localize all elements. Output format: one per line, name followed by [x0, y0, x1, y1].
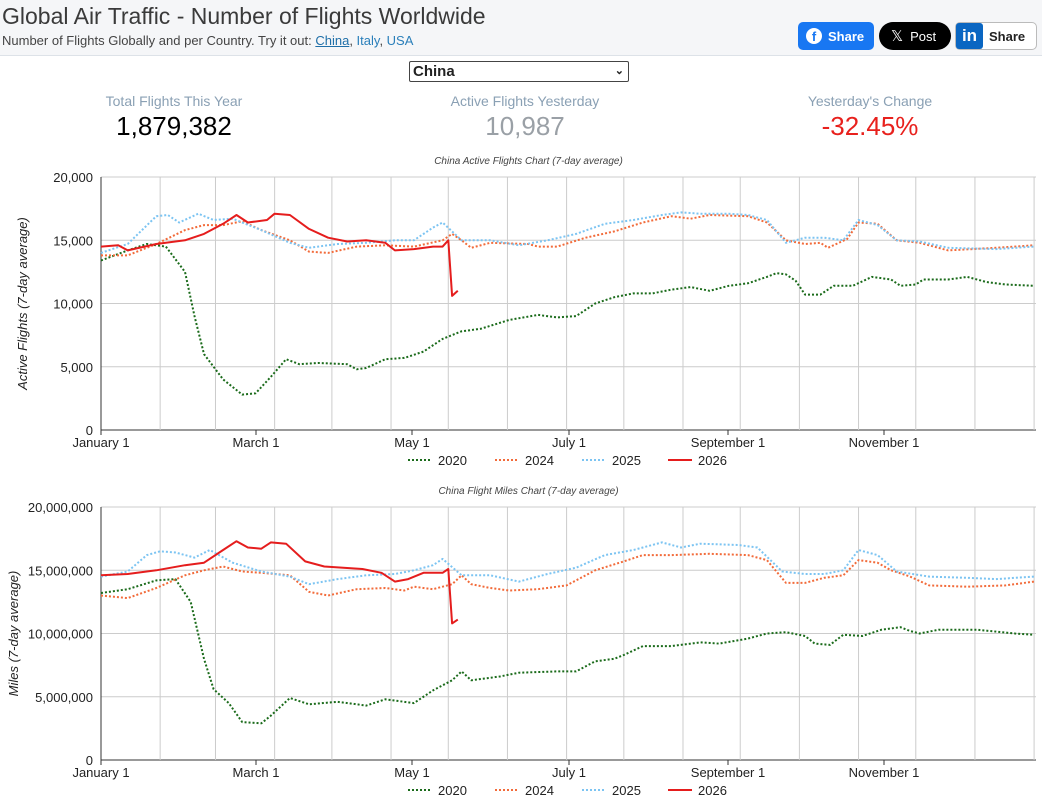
- stat-value: -32.45%: [821, 111, 919, 141]
- stat-label: Yesterday's Change: [807, 93, 933, 109]
- country-select-value: China: [413, 63, 455, 80]
- link-usa[interactable]: USA: [386, 33, 414, 48]
- x-tick-label: July 1: [552, 435, 586, 450]
- legend-label-2026: 2026: [698, 783, 727, 798]
- y-tick-label: 20,000: [53, 170, 93, 185]
- series-line-2024: [100, 552, 1035, 600]
- link-china[interactable]: China: [315, 33, 350, 48]
- stat-label: Active Flights Yesterday: [450, 93, 600, 109]
- stat-total-flights: Total Flights This Year 1,879,382: [44, 93, 304, 142]
- series-line-2026: [100, 540, 459, 625]
- y-tick-label: 15,000,000: [28, 563, 93, 578]
- x-post-label: Post: [910, 28, 937, 44]
- legend-label-2024: 2024: [525, 453, 554, 468]
- x-tick-label: September 1: [691, 435, 765, 450]
- chart-title: China Active Flights Chart (7-day averag…: [434, 156, 623, 167]
- x-post-button[interactable]: 𝕏 Post: [879, 22, 951, 50]
- y-tick-label: 20,000,000: [28, 500, 93, 515]
- y-axis-label: Active Flights (7-day average): [15, 217, 30, 391]
- y-tick-label: 10,000: [53, 297, 93, 312]
- facebook-share-button[interactable]: f Share: [798, 22, 874, 50]
- y-tick-label: 5,000: [60, 360, 93, 375]
- x-tick-label: May 1: [394, 435, 429, 450]
- y-tick-label: 0: [86, 423, 93, 438]
- legend-label-2025: 2025: [612, 453, 641, 468]
- x-tick-label: November 1: [849, 765, 920, 780]
- series-line-2020: [100, 578, 1035, 725]
- y-tick-label: 10,000,000: [28, 627, 93, 642]
- header-bar: Global Air Traffic - Number of Flights W…: [0, 0, 1042, 56]
- stat-label: Total Flights This Year: [105, 93, 243, 109]
- y-axis-label: Miles (7-day average): [6, 571, 21, 697]
- page-title: Global Air Traffic - Number of Flights W…: [2, 3, 486, 29]
- legend-label-2025: 2025: [612, 783, 641, 798]
- x-tick-label: March 1: [233, 435, 280, 450]
- facebook-share-label: Share: [828, 28, 865, 44]
- series-line-2020: [100, 243, 1035, 396]
- link-italy[interactable]: Italy: [356, 33, 380, 48]
- linkedin-share-button[interactable]: in Share: [955, 22, 1037, 50]
- y-tick-label: 5,000,000: [35, 690, 93, 705]
- series-line-2026: [100, 212, 459, 297]
- stat-value: 1,879,382: [116, 111, 232, 141]
- legend-label-2020: 2020: [438, 453, 467, 468]
- chart-title: China Flight Miles Chart (7-day average): [438, 486, 618, 497]
- linkedin-share-label: Share: [989, 28, 1026, 44]
- stat-active-flights: Active Flights Yesterday 10,987: [395, 93, 655, 142]
- active-flights-chart[interactable]: China Active Flights Chart (7-day averag…: [0, 150, 1042, 470]
- legend-label-2026: 2026: [698, 453, 727, 468]
- x-tick-label: January 1: [72, 765, 129, 780]
- x-tick-label: March 1: [233, 765, 280, 780]
- series-line-2025: [100, 541, 1035, 586]
- legend-label-2020: 2020: [438, 783, 467, 798]
- stat-value: 10,987: [485, 111, 565, 141]
- country-select[interactable]: China ⌄: [409, 61, 629, 82]
- stat-change: Yesterday's Change -32.45%: [740, 93, 1000, 142]
- chevron-down-icon: ⌄: [614, 65, 624, 77]
- y-tick-label: 0: [86, 753, 93, 768]
- x-tick-label: May 1: [394, 765, 429, 780]
- x-tick-label: July 1: [552, 765, 586, 780]
- y-tick-label: 15,000: [53, 233, 93, 248]
- facebook-icon: f: [806, 28, 822, 44]
- x-tick-label: November 1: [849, 435, 920, 450]
- x-tick-label: September 1: [691, 765, 765, 780]
- x-logo-icon: 𝕏: [891, 28, 904, 45]
- flight-miles-chart[interactable]: China Flight Miles Chart (7-day average)…: [0, 480, 1042, 800]
- page-subtitle: Number of Flights Globally and per Count…: [2, 33, 414, 48]
- subtitle-text: Number of Flights Globally and per Count…: [2, 33, 316, 48]
- linkedin-icon: in: [956, 23, 983, 49]
- x-tick-label: January 1: [72, 435, 129, 450]
- legend-label-2024: 2024: [525, 783, 554, 798]
